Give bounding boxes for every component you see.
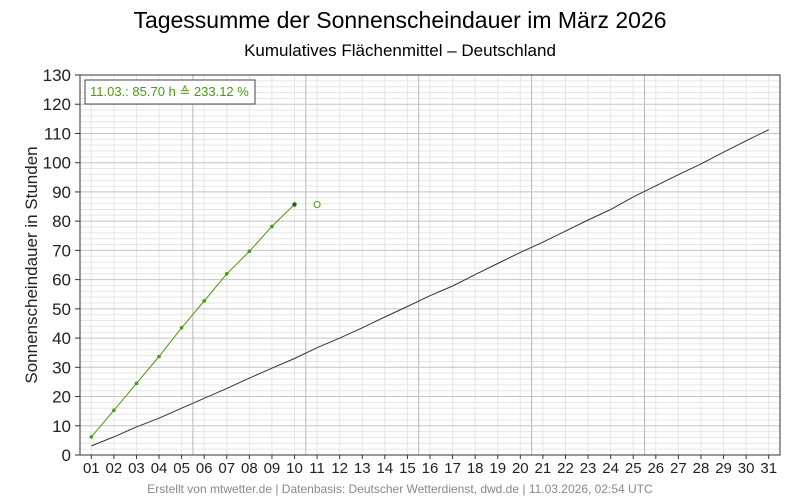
data-point bbox=[134, 381, 139, 386]
x-tick-label: 24 bbox=[602, 460, 619, 477]
x-tick-label: 08 bbox=[241, 460, 258, 477]
x-tick-label: 01 bbox=[83, 460, 100, 477]
x-tick-label: 06 bbox=[196, 460, 213, 477]
y-tick-label: 0 bbox=[62, 446, 71, 465]
y-tick-label: 50 bbox=[52, 300, 71, 319]
x-tick-label: 15 bbox=[399, 460, 416, 477]
x-tick-label: 27 bbox=[670, 460, 687, 477]
data-point bbox=[224, 271, 229, 276]
annotation-box: 11.03.: 85.70 h ≙ 233.12 % bbox=[84, 79, 256, 105]
x-tick-label: 05 bbox=[173, 460, 190, 477]
y-tick-label: 120 bbox=[43, 95, 71, 114]
reference-line bbox=[91, 129, 769, 447]
chart-subtitle: Kumulatives Flächenmittel – Deutschland bbox=[244, 41, 556, 60]
x-tick-label: 18 bbox=[467, 460, 484, 477]
x-tick-label: 20 bbox=[512, 460, 529, 477]
x-tick-label: 31 bbox=[760, 460, 777, 477]
x-tick-label: 16 bbox=[422, 460, 439, 477]
data-point bbox=[202, 299, 206, 303]
y-tick-label: 20 bbox=[52, 388, 71, 407]
x-tick-label: 25 bbox=[625, 460, 642, 477]
x-axis-ticks: 01 02 03 04 05 06 07 08 09 10 11 12 13 14 15 16 17 18 19 20… bbox=[83, 455, 777, 477]
current-day-marker bbox=[313, 200, 321, 208]
y-axis-label: Sonnenscheindauer in Stunden bbox=[22, 146, 41, 383]
x-tick-label: 12 bbox=[331, 460, 348, 477]
x-tick-label: 17 bbox=[444, 460, 461, 477]
x-tick-label: 14 bbox=[376, 460, 393, 477]
y-tick-label: 70 bbox=[52, 241, 71, 260]
x-tick-label: 04 bbox=[151, 460, 168, 477]
x-tick-label: 11 bbox=[309, 460, 325, 477]
y-tick-label: 30 bbox=[52, 358, 71, 377]
y-tick-label: 40 bbox=[52, 329, 71, 348]
y-tick-label: 10 bbox=[52, 417, 71, 436]
y-tick-label: 80 bbox=[52, 212, 71, 231]
data-point bbox=[270, 224, 274, 229]
data-point bbox=[292, 202, 297, 207]
y-axis-ticks: 0 10 20 30 40 50 60 70 80 90 100 110 120 130 bbox=[43, 66, 80, 465]
x-tick-label: 30 bbox=[738, 460, 755, 477]
annotation-frame bbox=[84, 79, 256, 105]
y-tick-label: 60 bbox=[52, 271, 71, 290]
annotation-text: 11.03.: 85.70 h ≙ 233.12 % bbox=[90, 84, 249, 99]
y-tick-label: 90 bbox=[52, 183, 71, 202]
data-point bbox=[112, 408, 116, 413]
y-tick-label: 110 bbox=[44, 124, 71, 143]
x-tick-label: 19 bbox=[489, 460, 506, 477]
x-tick-label: 10 bbox=[286, 460, 303, 477]
x-tick-label: 29 bbox=[715, 460, 732, 477]
series-layer bbox=[89, 129, 769, 447]
x-tick-label: 21 bbox=[535, 460, 552, 477]
x-tick-label: 03 bbox=[128, 460, 145, 477]
y-tick-label: 100 bbox=[43, 154, 71, 173]
x-tick-label: 09 bbox=[264, 460, 281, 477]
x-tick-label: 07 bbox=[218, 460, 235, 477]
grid bbox=[80, 74, 780, 456]
chart-title: Tagessumme der Sonnenscheindauer im März… bbox=[133, 7, 666, 33]
x-tick-label: 13 bbox=[354, 460, 371, 477]
data-point bbox=[247, 249, 252, 254]
data-point bbox=[179, 326, 184, 330]
x-tick-label: 28 bbox=[693, 460, 710, 477]
footer-credit: Erstellt von mtwetter.de | Datenbasis: D… bbox=[147, 482, 653, 496]
x-tick-label: 02 bbox=[106, 460, 123, 477]
data-point bbox=[157, 354, 161, 359]
x-tick-label: 26 bbox=[647, 460, 664, 477]
y-tick-label: 130 bbox=[43, 66, 71, 85]
current-month-line bbox=[90, 204, 295, 438]
data-point bbox=[89, 435, 94, 439]
x-tick-label: 23 bbox=[580, 460, 597, 477]
x-tick-label: 22 bbox=[557, 460, 574, 477]
